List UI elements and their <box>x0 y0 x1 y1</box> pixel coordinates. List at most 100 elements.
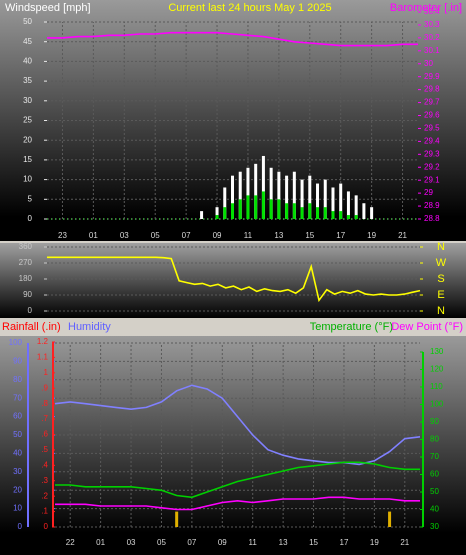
x-tick-label: 07 <box>187 538 196 547</box>
bar <box>331 187 335 219</box>
x-tick-label: 19 <box>367 231 376 240</box>
y2-tick-label: 70 <box>430 452 439 461</box>
bar <box>231 175 234 219</box>
y3-tick-label: .6 <box>41 430 48 439</box>
y2-tick-label: 50 <box>430 487 439 496</box>
y2-tick-label: 29.8 <box>424 85 440 94</box>
line <box>54 384 421 466</box>
y-tick-label: 270 <box>19 258 33 267</box>
bar <box>277 171 281 219</box>
y2-tick-label: E <box>437 289 444 301</box>
bar <box>231 203 234 219</box>
y-tick-label: 360 <box>19 242 33 251</box>
line <box>47 256 421 303</box>
x-tick-label: 13 <box>279 538 288 547</box>
x-tick-label: 11 <box>244 231 253 240</box>
legend-dew-point: Dew Point (°F) <box>391 321 463 333</box>
y-tick-label: 70 <box>13 393 22 402</box>
y3-tick-label: .1 <box>41 507 48 516</box>
y2-tick-label: 29.7 <box>424 98 440 107</box>
y-tick-label: 80 <box>13 375 22 384</box>
y3-tick-label: 0 <box>44 522 49 531</box>
x-tick-label: 23 <box>58 231 67 240</box>
chart-title: Current last 24 hours May 1 2025 <box>168 2 331 14</box>
y-tick-label: 90 <box>23 290 32 299</box>
bar <box>292 171 296 219</box>
x-tick-label: 17 <box>336 231 345 240</box>
line <box>47 31 418 47</box>
x-tick-label: 11 <box>249 538 258 547</box>
bar <box>316 183 320 219</box>
x-tick-label: 03 <box>120 231 129 240</box>
y2-tick-label: 30.4 <box>424 7 440 16</box>
y-tick-label: 15 <box>23 155 32 164</box>
legend-temperature: Temperature (°F) <box>310 321 393 333</box>
bar <box>354 195 358 219</box>
line <box>55 496 420 511</box>
bar <box>246 195 250 219</box>
y-tick-label: 30 <box>13 467 22 476</box>
x-tick-label: 07 <box>182 231 191 240</box>
y2-tick-label: 120 <box>430 365 444 374</box>
y2-tick-label: 60 <box>430 470 439 479</box>
bar <box>200 211 204 219</box>
y-tick-label: 25 <box>23 116 32 125</box>
x-tick-label: 15 <box>305 231 314 240</box>
bar <box>300 179 304 219</box>
y3-tick-label: .3 <box>41 476 48 485</box>
bar <box>331 211 335 219</box>
y-tick-label: 10 <box>23 175 32 184</box>
y2-tick-label: 30.1 <box>424 46 440 55</box>
y-tick-label: 50 <box>13 430 22 439</box>
legend-humidity: Humidity <box>68 321 111 333</box>
y-tick-label: 35 <box>23 76 32 85</box>
y2-tick-label: 29.2 <box>424 162 440 171</box>
y-tick-label: 60 <box>13 412 22 421</box>
x-tick-label: 21 <box>400 538 409 547</box>
y3-tick-label: .2 <box>41 491 48 500</box>
bar <box>277 199 281 219</box>
bar <box>308 203 312 219</box>
y-tick-label: 90 <box>13 357 22 366</box>
y-tick-label: 30 <box>23 96 32 105</box>
bar <box>215 215 219 219</box>
y3-tick-label: 1.1 <box>37 353 49 362</box>
x-tick-label: 13 <box>274 231 283 240</box>
x-tick-label: 19 <box>370 538 379 547</box>
y-tick-label: 0 <box>28 306 33 315</box>
y-tick-label: 40 <box>23 57 32 66</box>
x-tick-label: 01 <box>96 538 105 547</box>
y-tick-label: 0 <box>28 214 33 223</box>
y2-tick-label: S <box>437 273 444 285</box>
y2-tick-label: 30 <box>424 59 433 68</box>
y-tick-label: 0 <box>18 522 23 531</box>
y2-tick-label: 29.1 <box>424 175 440 184</box>
bar <box>346 215 350 219</box>
x-tick-label: 05 <box>157 538 166 547</box>
y-tick-label: 10 <box>13 504 22 513</box>
bar <box>308 175 312 219</box>
y2-tick-label: 29.3 <box>424 149 440 158</box>
bar <box>339 183 343 219</box>
y2-tick-label: N <box>437 241 445 253</box>
y2-label: Barometer [.in] <box>390 2 462 14</box>
bar <box>175 511 179 527</box>
y2-tick-label: 28.8 <box>424 214 440 223</box>
y2-tick-label: 90 <box>430 417 439 426</box>
x-tick-label: 05 <box>151 231 160 240</box>
y2-tick-label: 40 <box>430 505 439 514</box>
bar <box>362 203 366 219</box>
y2-tick-label: 29 <box>424 188 433 197</box>
y2-tick-label: N <box>437 305 445 317</box>
y-tick-label: 180 <box>19 274 33 283</box>
bar <box>254 163 258 219</box>
bar <box>223 187 227 219</box>
legend-rain: Rainfall (.in) <box>2 321 61 333</box>
bar <box>215 207 219 219</box>
x-tick-label: 22 <box>66 538 75 547</box>
y2-tick-label: 80 <box>430 435 439 444</box>
bar <box>269 167 273 219</box>
y3-tick-label: .9 <box>41 383 48 392</box>
bar <box>339 211 343 219</box>
